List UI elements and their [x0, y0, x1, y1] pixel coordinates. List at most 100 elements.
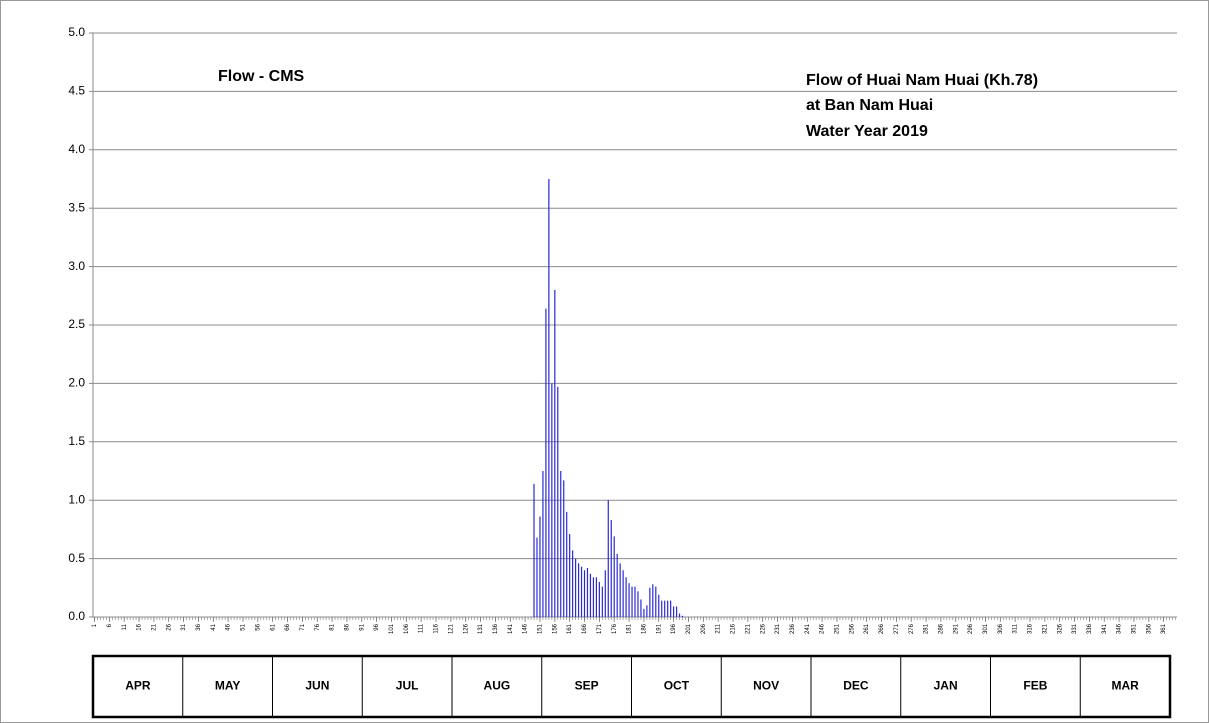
month-label: OCT	[664, 679, 690, 693]
x-tick-label: 106	[404, 623, 410, 634]
x-tick-label: 111	[419, 623, 425, 633]
bar	[554, 289, 556, 617]
x-tick-label: 76	[315, 623, 321, 630]
bar	[643, 608, 645, 617]
month-label: NOV	[753, 679, 779, 693]
x-tick-label: 66	[285, 623, 291, 630]
y-tick-label: 0.5	[68, 551, 85, 565]
month-label: SEP	[575, 679, 599, 693]
x-tick-label: 251	[835, 623, 841, 634]
x-tick-label: 201	[686, 623, 692, 634]
x-tick-label: 326	[1057, 623, 1063, 634]
y-tick-label: 2.0	[68, 376, 85, 390]
x-tick-label: 56	[255, 623, 261, 630]
x-tick-label: 51	[241, 623, 247, 630]
x-tick-label: 186	[641, 623, 647, 634]
bar	[592, 577, 595, 617]
x-tick-label: 311	[1013, 623, 1019, 633]
bar	[577, 563, 580, 617]
x-tick-label: 26	[166, 623, 172, 630]
x-tick-label: 151	[538, 623, 544, 634]
bar	[610, 520, 612, 617]
bar	[572, 550, 574, 617]
bar	[646, 605, 648, 617]
x-tick-label: 321	[1042, 623, 1048, 634]
bar	[631, 586, 633, 617]
x-tick-label: 261	[864, 623, 870, 634]
bar	[616, 553, 618, 617]
x-tick-label: 146	[523, 623, 529, 634]
month-label: JAN	[934, 679, 958, 693]
y-tick-label: 0.0	[68, 609, 85, 623]
y-tick-label: 1.5	[68, 434, 85, 448]
x-tick-label: 341	[1102, 623, 1108, 634]
x-tick-label: 121	[448, 623, 454, 634]
x-tick-label: 61	[270, 623, 276, 630]
month-label: DEC	[843, 679, 869, 693]
y-tick-label: 2.5	[68, 317, 85, 331]
month-label: AUG	[484, 679, 511, 693]
bar	[586, 567, 589, 617]
x-tick-label: 236	[790, 623, 796, 634]
y-tick-label: 3.5	[68, 200, 85, 214]
x-tick-label: 356	[1146, 623, 1152, 634]
x-tick-label: 211	[716, 623, 722, 633]
x-tick-label: 181	[627, 623, 633, 634]
x-tick-label: 136	[493, 623, 499, 634]
month-label: JUL	[396, 679, 419, 693]
x-tick-label: 166	[582, 623, 588, 634]
y-tick-label: 4.0	[68, 142, 85, 156]
bar	[539, 516, 541, 617]
bar	[604, 570, 606, 617]
x-tick-label: 91	[359, 623, 365, 630]
bar	[670, 600, 672, 617]
x-tick-label: 41	[211, 623, 217, 630]
x-tick-label: 346	[1117, 623, 1123, 634]
x-tick-label: 71	[300, 623, 306, 630]
x-tick-label: 296	[968, 623, 974, 634]
bar	[566, 511, 568, 617]
bar	[569, 534, 571, 617]
x-tick-label: 126	[463, 623, 469, 634]
x-tick-label: 351	[1132, 623, 1138, 634]
bar	[613, 536, 615, 617]
x-tick-label: 86	[345, 623, 351, 630]
month-label: APR	[125, 679, 151, 693]
x-tick-label: 336	[1087, 623, 1093, 634]
x-tick-label: 6	[107, 623, 113, 627]
x-tick-label: 31	[181, 623, 187, 630]
bar	[533, 483, 535, 617]
bar	[595, 577, 597, 617]
bar	[563, 480, 565, 617]
title-line: Flow of Huai Nam Huai (Kh.78)	[806, 72, 1038, 89]
x-tick-label: 306	[998, 623, 1004, 634]
bar	[619, 563, 621, 617]
x-tick-label: 266	[879, 623, 885, 634]
bar	[661, 600, 663, 617]
x-tick-label: 281	[924, 623, 930, 634]
y-tick-label: 4.5	[68, 84, 85, 98]
x-tick-label: 361	[1161, 623, 1167, 634]
x-tick-label: 96	[374, 623, 380, 630]
bar	[622, 570, 624, 617]
x-tick-label: 1	[92, 623, 98, 627]
bar	[625, 577, 627, 617]
bar	[673, 606, 675, 617]
month-label: FEB	[1023, 679, 1047, 693]
x-tick-label: 301	[983, 623, 989, 634]
bar	[560, 471, 562, 617]
bar	[667, 600, 669, 617]
annotation: Flow - CMS	[218, 68, 305, 85]
bar	[589, 573, 592, 617]
x-tick-label: 81	[330, 623, 336, 630]
x-tick-label: 316	[1028, 623, 1034, 634]
bar	[658, 594, 660, 617]
bar	[652, 584, 654, 617]
x-tick-label: 196	[671, 623, 677, 634]
x-tick-label: 101	[389, 623, 395, 634]
x-tick-label: 216	[731, 623, 737, 634]
x-tick-label: 21	[151, 623, 157, 630]
